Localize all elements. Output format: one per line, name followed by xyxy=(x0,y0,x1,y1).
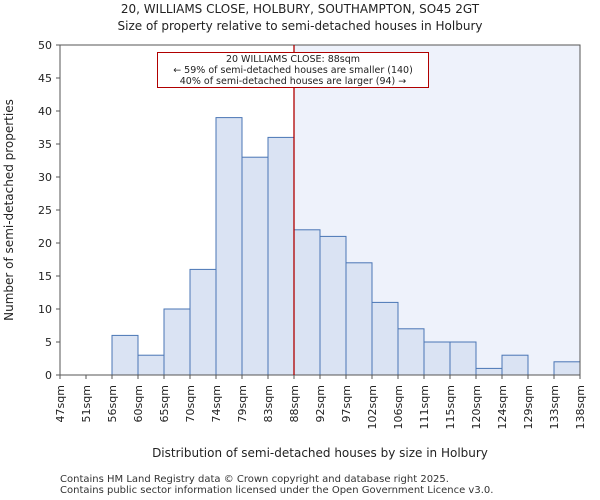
x-tick-label: 47sqm xyxy=(54,385,67,422)
bar-111sqm xyxy=(423,341,451,376)
annotation-line-2: ← 59% of semi-detached houses are smalle… xyxy=(173,65,413,76)
annotation-box: 20 WILLIAMS CLOSE: 88sqm ← 59% of semi-d… xyxy=(157,52,429,88)
x-axis-title: Distribution of semi-detached houses by … xyxy=(152,446,488,460)
y-tick-label: 0 xyxy=(45,369,52,382)
bar-115sqm xyxy=(449,341,477,376)
x-tick-label: 83sqm xyxy=(262,385,275,422)
x-tick-label: 106sqm xyxy=(392,385,405,429)
x-tick-label: 70sqm xyxy=(184,385,197,422)
y-tick-label: 25 xyxy=(38,204,52,217)
annotation-line-1: 20 WILLIAMS CLOSE: 88sqm xyxy=(225,54,361,65)
bar-70sqm xyxy=(189,268,217,376)
bar-106sqm xyxy=(397,328,425,376)
x-tick-label: 60sqm xyxy=(132,385,145,422)
y-tick-label: 20 xyxy=(38,237,52,250)
x-tick-label: 111sqm xyxy=(418,385,431,429)
x-tick-label: 97sqm xyxy=(340,385,353,422)
x-tick-label: 92sqm xyxy=(314,385,327,422)
bar-60sqm xyxy=(137,354,165,376)
bar-56sqm xyxy=(111,334,139,376)
bar-65sqm xyxy=(163,308,191,376)
x-tick-label: 88sqm xyxy=(288,385,301,422)
bar-79sqm xyxy=(241,156,269,376)
annotation-line-3: 40% of semi-detached houses are larger (… xyxy=(179,76,407,87)
x-tick-label: 65sqm xyxy=(158,385,171,422)
x-tick-label: 74sqm xyxy=(210,385,223,422)
x-tick-label: 102sqm xyxy=(366,385,379,429)
y-tick-label: 35 xyxy=(38,138,52,151)
x-tick-label: 138sqm xyxy=(574,385,587,429)
y-tick-label: 5 xyxy=(45,336,52,349)
y-tick-label: 50 xyxy=(38,39,52,52)
x-tick-label: 129sqm xyxy=(522,385,535,429)
x-tick-label: 56sqm xyxy=(106,385,119,422)
y-tick-label: 10 xyxy=(38,303,52,316)
footer-line-1: Contains HM Land Registry data © Crown c… xyxy=(60,474,449,485)
bar-124sqm xyxy=(501,354,529,376)
bar-102sqm xyxy=(371,301,399,376)
y-tick-label: 30 xyxy=(38,171,52,184)
x-tick-label: 133sqm xyxy=(548,385,561,429)
y-tick-label: 15 xyxy=(38,270,52,283)
chart-subtitle: Size of property relative to semi-detach… xyxy=(117,19,483,33)
y-tick-label: 40 xyxy=(38,105,52,118)
bar-133sqm xyxy=(553,361,581,376)
bar-97sqm xyxy=(345,262,373,376)
bar-92sqm xyxy=(319,235,347,376)
footer-line-2: Contains public sector information licen… xyxy=(60,485,494,496)
bar-74sqm xyxy=(215,117,243,376)
y-tick-label: 45 xyxy=(38,72,52,85)
x-tick-label: 124sqm xyxy=(496,385,509,429)
bar-120sqm xyxy=(475,367,503,376)
x-tick-label: 51sqm xyxy=(80,385,93,422)
bar-88sqm xyxy=(293,229,321,376)
bar-83sqm xyxy=(267,136,295,376)
chart-title: 20, WILLIAMS CLOSE, HOLBURY, SOUTHAMPTON… xyxy=(120,2,480,16)
x-tick-label: 115sqm xyxy=(444,385,457,429)
x-tick-label: 79sqm xyxy=(236,385,249,422)
x-tick-label: 120sqm xyxy=(470,385,483,429)
y-axis-title: Number of semi-detached properties xyxy=(2,99,16,321)
